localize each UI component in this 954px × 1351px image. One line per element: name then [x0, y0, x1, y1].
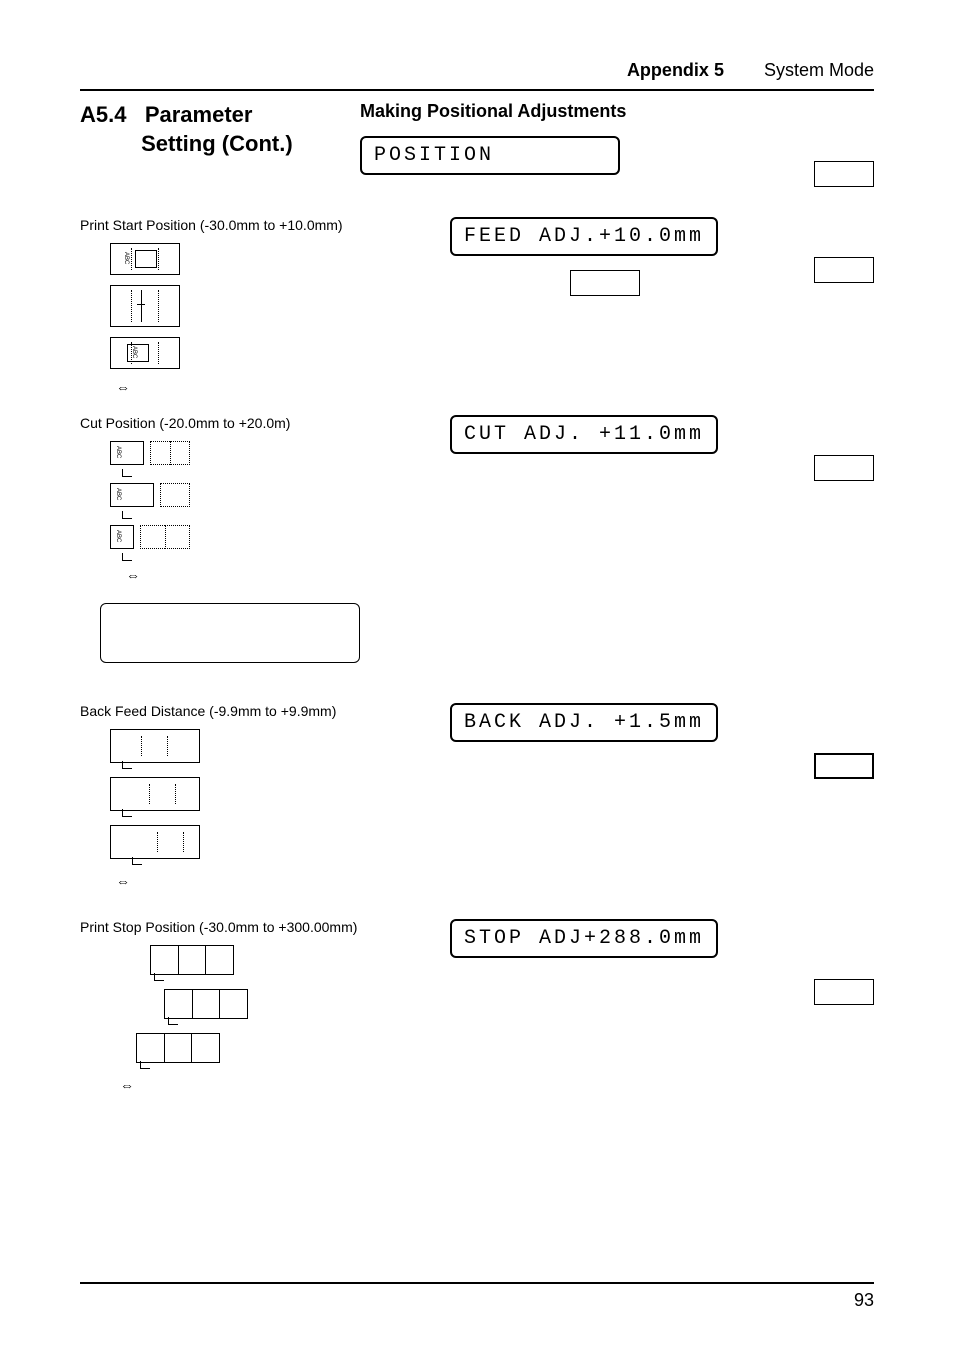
page-number: 93 [854, 1290, 874, 1310]
arrow-icon: ⇔ [126, 567, 450, 583]
l-mark-icon [140, 1061, 150, 1069]
l-mark-icon [122, 469, 132, 477]
arrow-icon: ⇔ [116, 379, 450, 395]
l-mark-icon [122, 553, 132, 561]
placeholder-box [814, 979, 874, 1005]
abc-icon: ABC [115, 446, 121, 458]
arrow-icon: ⇔ [116, 873, 450, 889]
placeholder-box [814, 753, 874, 779]
small-placeholder-box [570, 270, 640, 296]
placeholder-box [814, 161, 874, 187]
heading-number: A5.4 [80, 102, 126, 127]
lcd-position: POSITION [360, 136, 620, 175]
abc-icon: ABC [131, 346, 137, 358]
grid-icon [150, 945, 234, 975]
l-mark-icon [122, 511, 132, 519]
lcd-back: BACK ADJ. +1.5mm [450, 703, 718, 742]
abc-icon: ABC [115, 488, 121, 500]
back-feed-label: Back Feed Distance (-9.9mm to +9.9mm) [80, 703, 450, 719]
grid-icon [136, 1033, 220, 1063]
page-footer: 93 [80, 1282, 874, 1311]
lcd-feed: FEED ADJ.+10.0mm [450, 217, 718, 256]
section-label: System Mode [764, 60, 874, 81]
note-box [100, 603, 360, 663]
cut-position-diagram: ABC ABC ABC ⇔ [110, 441, 450, 583]
back-feed-diagram: ⇔ [110, 729, 450, 889]
print-start-diagram: ABC ABC ⇔ [110, 243, 450, 395]
subtitle: Making Positional Adjustments [360, 101, 626, 122]
lcd-stop: STOP ADJ+288.0mm [450, 919, 718, 958]
section-heading: A5.4 Parameter Setting (Cont.) [80, 101, 360, 158]
placeholder-box [814, 257, 874, 283]
abc-icon: ABC [115, 530, 121, 542]
print-stop-diagram: ⇔ [150, 945, 450, 1093]
print-start-label: Print Start Position (-30.0mm to +10.0mm… [80, 217, 450, 233]
cut-position-label: Cut Position (-20.0mm to +20.0m) [80, 415, 450, 431]
print-stop-label: Print Stop Position (-30.0mm to +300.00m… [80, 919, 450, 935]
arrow-icon: ⇔ [120, 1077, 450, 1093]
page-header: Appendix 5 System Mode [80, 60, 874, 91]
l-mark-icon [168, 1017, 178, 1025]
abc-icon: ABC [123, 252, 129, 264]
appendix-label: Appendix 5 [627, 60, 724, 81]
l-mark-icon [154, 973, 164, 981]
placeholder-box [814, 455, 874, 481]
lcd-cut: CUT ADJ. +11.0mm [450, 415, 718, 454]
heading-title2: Setting (Cont.) [141, 131, 293, 156]
heading-title1: Parameter [145, 102, 253, 127]
grid-icon [164, 989, 248, 1019]
